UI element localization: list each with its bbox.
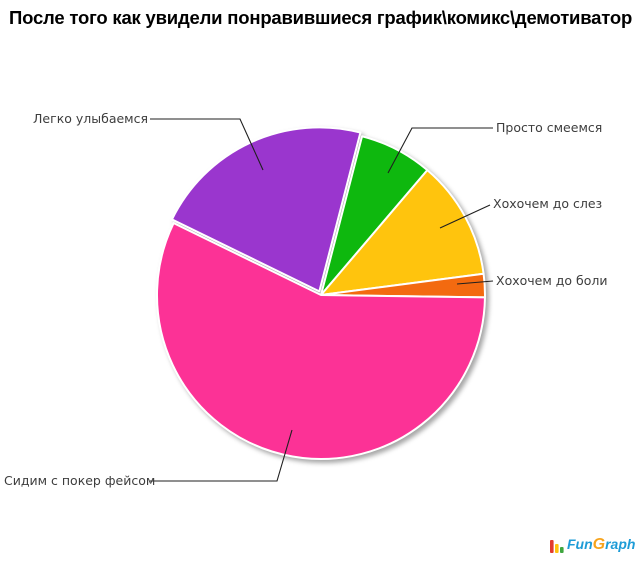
leader-poker-face — [150, 429, 293, 482]
fungraph-wordmark: FunGraph — [567, 535, 635, 554]
slice-label-easy-smile: Легко улыбаемся — [33, 111, 148, 126]
slice-label-laugh-tears: Хохочем до слез — [493, 196, 603, 211]
logo-bar-yellow — [555, 544, 559, 553]
leader-easy-smile — [150, 118, 264, 171]
bar-chart-icon — [550, 540, 564, 553]
pie-slice-4 — [156, 222, 486, 460]
leader-lines — [150, 118, 494, 482]
logo-bar-red — [550, 540, 554, 553]
logo-text-g: G — [592, 536, 606, 553]
leader-laugh-tears — [439, 204, 491, 229]
slice-label-just-laugh: Просто смеемся — [496, 120, 603, 135]
leader-laugh-pain — [456, 280, 494, 285]
slice-label-laugh-pain: Хохочем до боли — [496, 273, 608, 288]
logo-text-raph: raph — [605, 536, 636, 552]
logo-bar-green — [560, 547, 564, 553]
fungraph-logo: FunGraph — [549, 535, 635, 554]
pie-slices — [156, 126, 486, 460]
chart-title: После того как увидели понравившиеся гра… — [9, 7, 633, 28]
slice-label-poker-face: Сидим с покер фейсом — [4, 473, 156, 488]
logo-text-fun: Fun — [567, 536, 593, 552]
leader-just-laugh — [387, 127, 493, 174]
